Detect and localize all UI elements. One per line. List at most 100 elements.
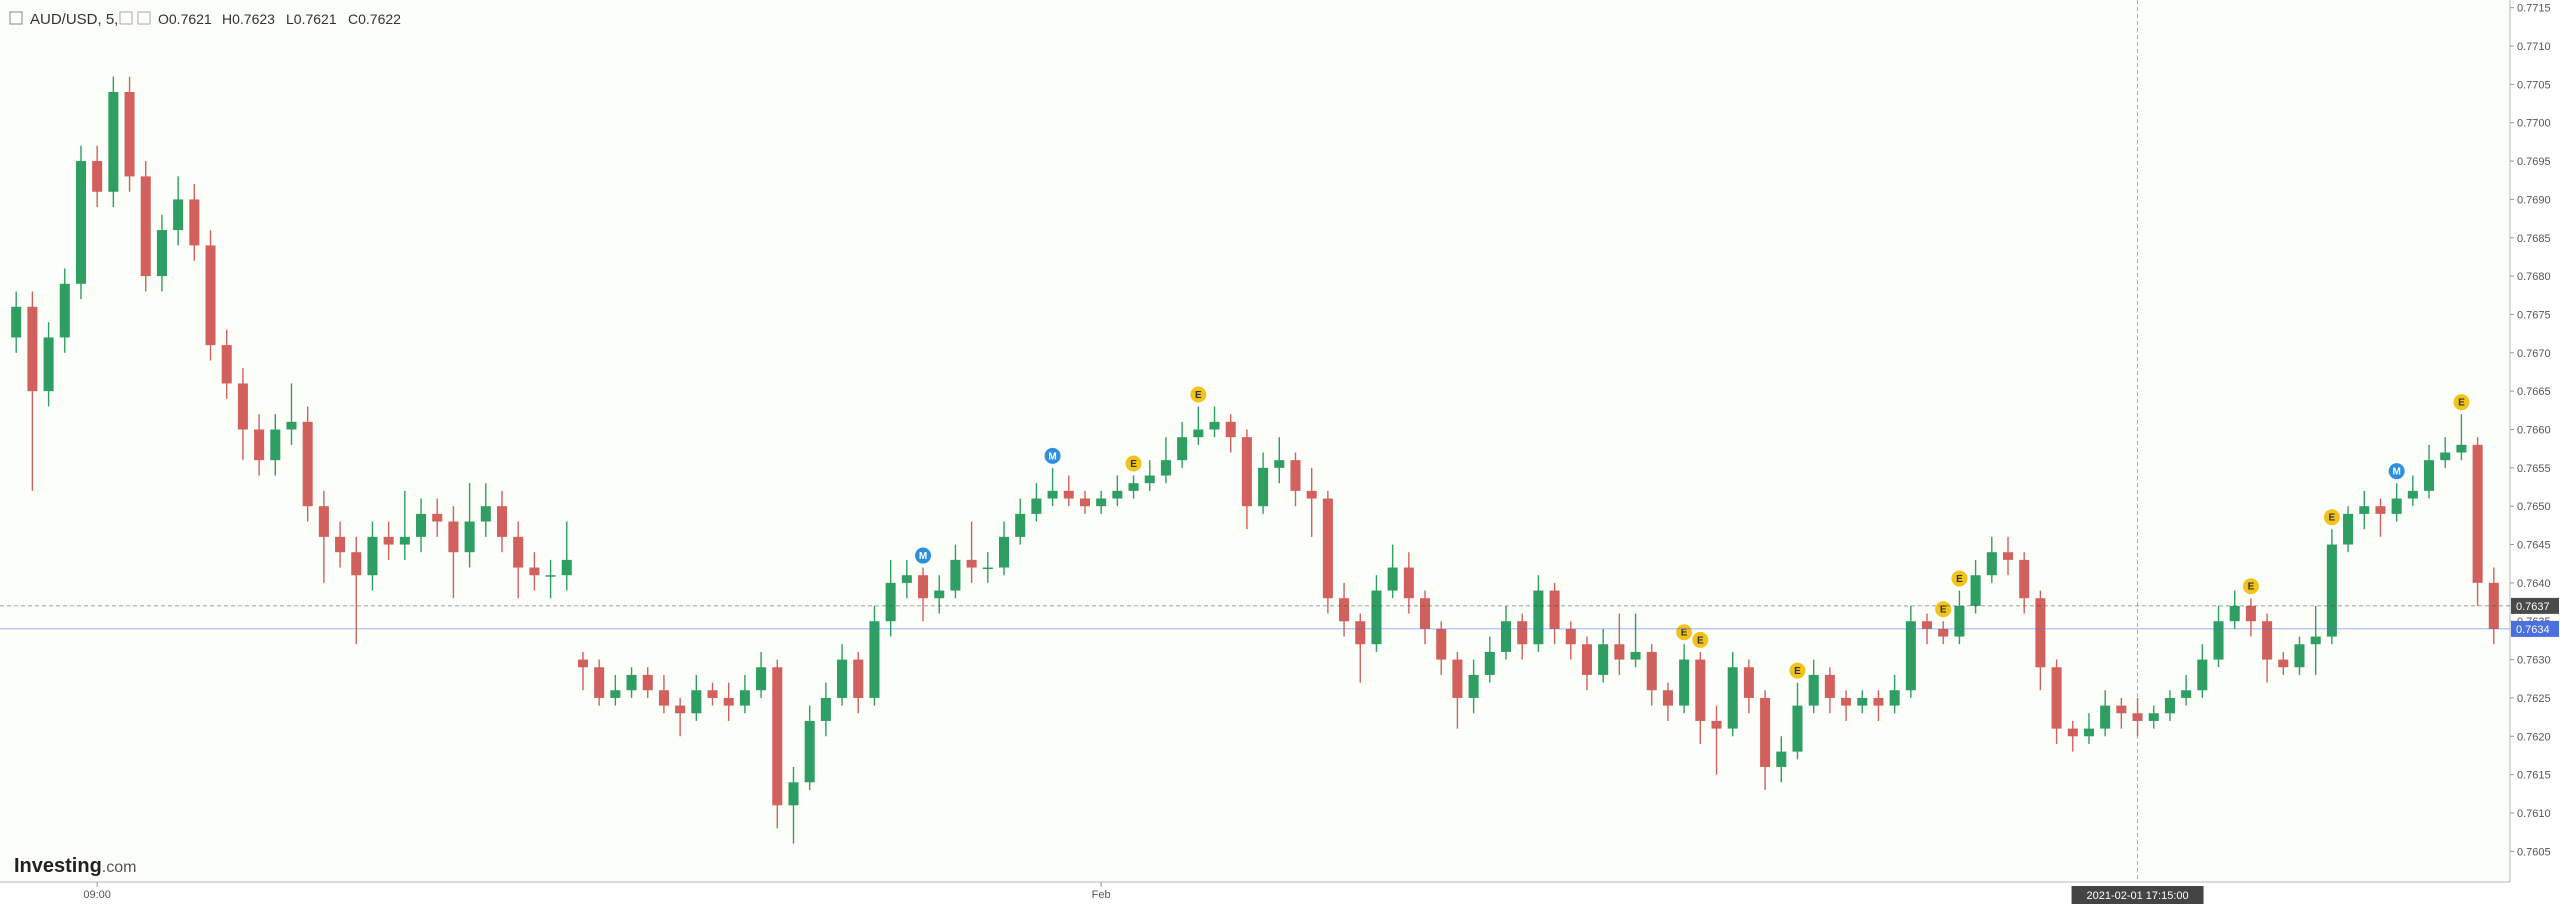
y-tick-label: 0.7705 <box>2517 79 2551 91</box>
event-marker-label: E <box>2329 513 2336 524</box>
event-marker-circle <box>1044 447 1061 464</box>
candle-body <box>1679 659 1690 706</box>
candle-body <box>1517 621 1528 645</box>
candle-body <box>1841 697 1852 706</box>
close-button[interactable] <box>137 11 151 25</box>
event-marker: E <box>2242 578 2259 595</box>
y-tick-label: 0.7620 <box>2517 731 2551 743</box>
candle-body <box>2132 713 2143 721</box>
candle-body <box>853 659 864 698</box>
candle-body <box>1468 674 1479 698</box>
candle-body <box>1096 498 1107 507</box>
watermark-suffix: .com <box>102 859 137 876</box>
candle-body <box>367 536 378 576</box>
candle-body <box>2035 598 2046 668</box>
candle-body <box>756 667 767 691</box>
candle-body <box>1549 590 1560 629</box>
candle-body <box>950 559 961 591</box>
candle-body <box>1436 628 1447 660</box>
event-marker-label: E <box>1697 635 1704 646</box>
candle-body <box>432 513 443 522</box>
candle-body <box>901 575 912 583</box>
candle-body <box>2197 659 2208 691</box>
low-readout: L0.7621 <box>286 11 337 27</box>
event-marker: E <box>1789 662 1806 679</box>
candle-body <box>1355 621 1366 645</box>
settings-button[interactable] <box>119 11 133 25</box>
candle-body <box>642 674 653 691</box>
candle-body <box>1922 621 1933 629</box>
candle-body <box>2440 452 2451 461</box>
event-marker-circle <box>1935 601 1952 618</box>
candle-body <box>318 506 329 537</box>
candle-body <box>529 567 540 576</box>
event-marker: E <box>1676 624 1693 641</box>
candle-body <box>1938 628 1949 637</box>
candle-body <box>1857 697 1868 706</box>
candle-body <box>75 161 86 284</box>
event-marker: E <box>2323 509 2340 526</box>
candle-body <box>1339 598 1350 622</box>
candle-body <box>2164 697 2175 714</box>
candle-body <box>1047 490 1058 499</box>
plot-area <box>0 0 2510 882</box>
y-tick-label: 0.7625 <box>2517 693 2551 705</box>
candle-body <box>2213 621 2224 660</box>
y-tick-label: 0.7670 <box>2517 348 2551 360</box>
y-tick-label: 0.7605 <box>2517 846 2551 858</box>
event-marker: E <box>1951 570 1968 587</box>
candle-body <box>1290 460 1301 491</box>
candle-body <box>43 337 54 392</box>
candle-body <box>772 667 783 806</box>
candle-body <box>254 429 265 461</box>
candle-body <box>1322 498 1333 599</box>
candle-body <box>1452 659 1463 698</box>
candle-body <box>1112 490 1123 499</box>
y-tick-label: 0.7660 <box>2517 424 2551 436</box>
candle-body <box>2375 506 2386 514</box>
candle-body <box>691 690 702 714</box>
y-tick-label: 0.7675 <box>2517 309 2551 321</box>
y-tick-label: 0.7610 <box>2517 808 2551 820</box>
candle-body <box>966 559 977 568</box>
chart-title: AUD/USD, 5, <box>30 11 118 28</box>
candle-body <box>1727 667 1738 729</box>
candle-body <box>140 176 151 277</box>
candle-body <box>1403 567 1414 599</box>
candle-body <box>1776 751 1787 767</box>
candle-body <box>2407 490 2418 499</box>
candle-body <box>675 705 686 714</box>
collapse-button[interactable] <box>9 11 23 25</box>
y-tick-label: 0.7710 <box>2517 41 2551 53</box>
candle-body <box>1824 674 1835 698</box>
candle-body <box>869 621 880 698</box>
candle-body <box>1031 498 1042 514</box>
event-marker: E <box>2453 394 2470 411</box>
candle-body <box>351 552 362 576</box>
candle-body <box>1662 690 1673 706</box>
candle-body <box>156 230 167 277</box>
candle-body <box>205 245 216 346</box>
candle-body <box>837 659 848 698</box>
candle-body <box>2100 705 2111 729</box>
event-marker-circle <box>1692 631 1709 648</box>
event-marker-circle <box>1951 570 1968 587</box>
x-tick-label: Feb <box>1092 889 1111 901</box>
y-tick-label: 0.7700 <box>2517 118 2551 130</box>
candle-body <box>1954 605 1965 637</box>
crosshair-label-box <box>2071 886 2204 904</box>
candle-body <box>92 161 103 192</box>
watermark: Investing.com <box>14 855 136 877</box>
candle-body <box>1581 644 1592 675</box>
candle-body <box>1889 690 1900 706</box>
price-label: 0.7637 <box>2516 601 2550 613</box>
candle-body <box>286 421 297 430</box>
candle-body <box>2181 690 2192 698</box>
y-tick-label: 0.7665 <box>2517 386 2551 398</box>
event-marker-circle <box>2323 509 2340 526</box>
candle-body <box>1484 651 1495 675</box>
candle-body <box>1500 621 1512 652</box>
candle-body <box>2343 513 2354 545</box>
y-tick-label: 0.7640 <box>2517 578 2551 590</box>
event-marker: E <box>1692 631 1709 648</box>
